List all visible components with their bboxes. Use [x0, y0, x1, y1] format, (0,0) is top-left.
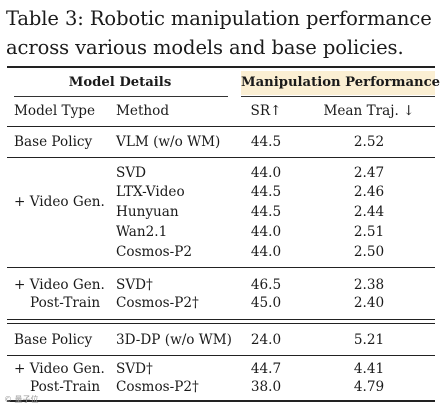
row-sr: 44.5 — [250, 184, 282, 200]
row-mean-traj: 4.79 — [353, 379, 385, 395]
row-mean-traj: 4.41 — [353, 361, 385, 377]
row-model-type: Post-Train — [30, 379, 101, 395]
row-sr: 44.0 — [250, 244, 282, 260]
group-header-model-details: Model Details — [68, 75, 172, 90]
row-mean-traj: 2.40 — [353, 295, 385, 311]
row-divider — [7, 355, 435, 356]
row-divider — [7, 157, 435, 158]
row-sr: 46.5 — [250, 277, 282, 293]
row-sr: 44.7 — [250, 361, 282, 377]
row-model-type: Post-Train — [30, 295, 101, 311]
row-divider — [7, 267, 435, 268]
row-sr: 44.0 — [250, 224, 282, 240]
row-method: LTX-Video — [116, 184, 185, 200]
row-method: 3D-DP (w/o WM) — [116, 332, 232, 348]
row-method: Cosmos-P2† — [116, 295, 199, 311]
performance-underline — [241, 96, 435, 97]
row-sr: 38.0 — [250, 379, 282, 395]
row-mean-traj: 2.47 — [353, 165, 385, 181]
col-header-method: Method — [116, 103, 170, 119]
row-sr: 44.5 — [250, 204, 282, 220]
col-header-mean-traj: Mean Traj. ↓ — [323, 103, 415, 119]
row-model-type: + Video Gen. — [14, 194, 105, 210]
row-model-type: + Video Gen. — [14, 361, 105, 377]
row-method: Wan2.1 — [116, 224, 168, 240]
model-details-underline — [14, 96, 228, 97]
header-rule — [7, 126, 435, 127]
table-caption: Table 3: Robotic manipulation performanc… — [6, 4, 438, 62]
section-double-rule-top — [7, 319, 435, 320]
row-mean-traj: 2.52 — [353, 134, 385, 150]
row-method: Hunyuan — [116, 204, 179, 220]
row-method: SVD — [116, 165, 147, 181]
row-method: SVD† — [116, 361, 153, 377]
row-mean-traj: 2.38 — [353, 277, 385, 293]
row-mean-traj: 2.44 — [353, 204, 385, 220]
section-double-rule-bottom — [7, 323, 435, 324]
col-header-sr: SR↑ — [250, 103, 282, 119]
bottom-rule — [7, 400, 435, 402]
row-sr: 44.5 — [250, 134, 282, 150]
row-sr: 44.0 — [250, 165, 282, 181]
col-header-model-type: Model Type — [14, 103, 96, 119]
row-mean-traj: 2.51 — [353, 224, 385, 240]
watermark: © 量子位 — [4, 395, 39, 404]
caption-line-2: across various models and base policies. — [6, 36, 404, 59]
caption-line-1: Table 3: Robotic manipulation performanc… — [6, 7, 432, 30]
row-method: SVD† — [116, 277, 153, 293]
row-method: Cosmos-P2 — [116, 244, 193, 260]
row-model-type: + Video Gen. — [14, 277, 105, 293]
row-mean-traj: 2.46 — [353, 184, 385, 200]
top-rule — [7, 66, 435, 68]
row-model-type: Base Policy — [14, 332, 93, 348]
row-sr: 24.0 — [250, 332, 282, 348]
row-method: VLM (w/o WM) — [116, 134, 221, 150]
row-mean-traj: 5.21 — [353, 332, 385, 348]
group-header-manipulation-performance: Manipulation Performance — [241, 75, 441, 90]
row-sr: 45.0 — [250, 295, 282, 311]
row-mean-traj: 2.50 — [353, 244, 385, 260]
row-method: Cosmos-P2† — [116, 379, 199, 395]
performance-header-highlight — [241, 71, 435, 95]
row-model-type: Base Policy — [14, 134, 93, 150]
